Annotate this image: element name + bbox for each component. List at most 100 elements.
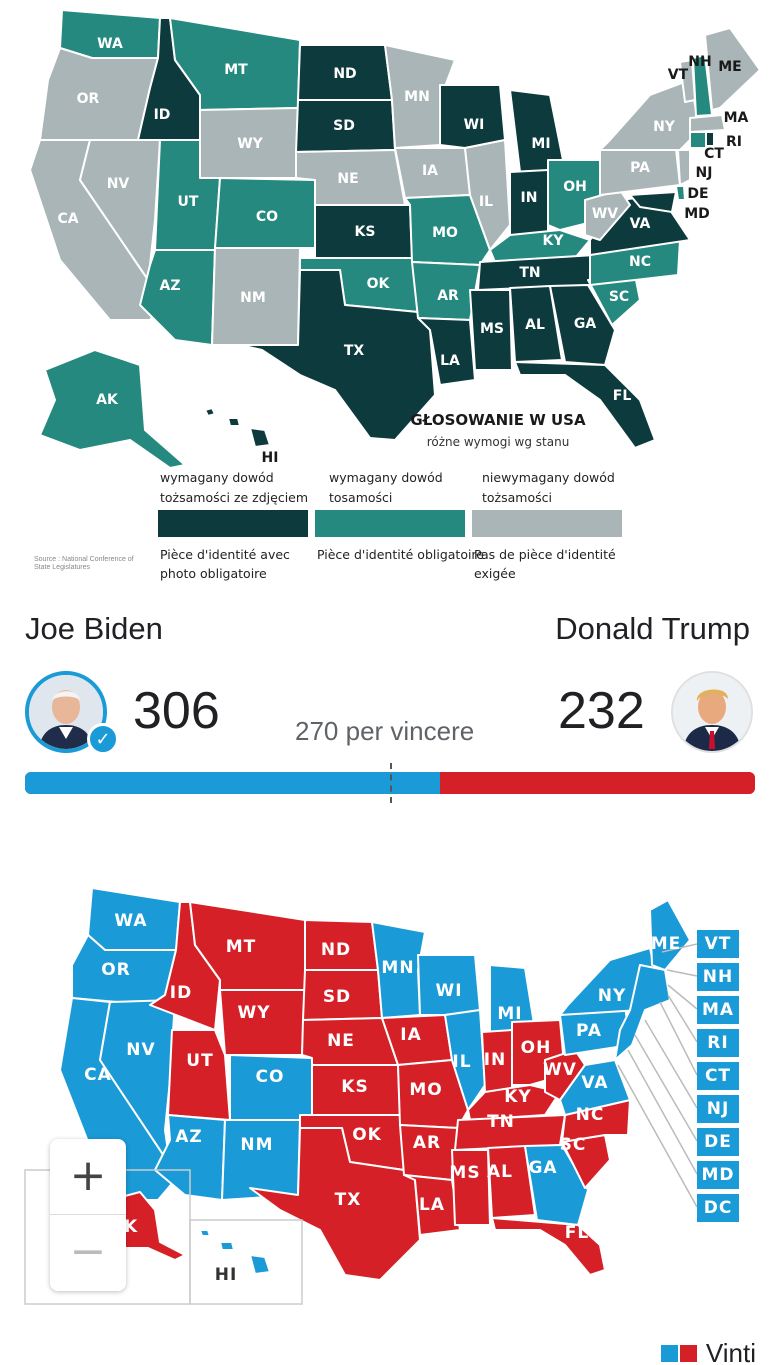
state-NM <box>221 1119 301 1201</box>
state-AK <box>39 349 186 469</box>
state-label-ak: AK <box>96 392 119 408</box>
result-label-in: IN <box>484 1050 507 1070</box>
state-label-me: ME <box>718 59 742 75</box>
map-title-main: GŁOSOWANIE W USA <box>410 411 586 429</box>
result-label-nd: ND <box>321 940 351 960</box>
legend-swatch-id <box>315 510 465 537</box>
result-label-ky: KY <box>504 1087 531 1107</box>
state-CO <box>229 1054 313 1121</box>
state-label-wy: WY <box>237 136 263 152</box>
state-LA <box>417 317 476 386</box>
state-label-mi: MI <box>531 136 550 152</box>
result-label-mn: MN <box>381 958 414 978</box>
legend-label-pl: wymagany dowód tosamości <box>329 470 443 505</box>
legend-item-no-id: niewymagany dowód tożsamości Pas de pièc… <box>472 468 642 583</box>
state-label-nj: NJ <box>696 165 713 181</box>
state-label-az: AZ <box>160 278 181 294</box>
state-box-ct[interactable]: CT <box>697 1062 739 1090</box>
result-label-al: AL <box>487 1162 513 1182</box>
legend-label-pl: niewymagany dowód tożsamości <box>482 470 615 505</box>
state-label-ga: GA <box>574 316 596 332</box>
state-CT <box>689 131 707 149</box>
state-IL <box>464 139 511 251</box>
state-label-ma: MA <box>724 110 749 126</box>
result-label-wi: WI <box>435 981 462 1001</box>
result-label-ut: UT <box>186 1051 213 1071</box>
result-label-mi: MI <box>497 1004 522 1024</box>
legend-swatch-no-id <box>472 510 622 537</box>
result-label-pa: PA <box>576 1021 602 1041</box>
state-GA <box>524 1144 589 1226</box>
result-label-nv: NV <box>126 1040 155 1060</box>
result-label-ia: IA <box>400 1025 421 1045</box>
result-label-mt: MT <box>226 937 257 957</box>
state-HI <box>199 1229 271 1275</box>
state-label-mo: MO <box>432 225 458 241</box>
state-label-ca: CA <box>57 211 78 227</box>
legend-item-photo-id: wymagany dowód tożsamości ze zdjęciem Pi… <box>158 468 328 583</box>
voter-id-map: WA OR CA ID NV MT WY UT AZ CO NM ND SD NE KS OK TX MN IA MO… <box>29 9 761 469</box>
rep-swatch <box>679 1345 697 1362</box>
state-box-ma[interactable]: MA <box>697 996 739 1024</box>
result-label-ca: CA <box>84 1065 112 1085</box>
state-label-il: IL <box>479 194 493 210</box>
legend-label-fr: Pas de pièce d'identité exigée <box>474 547 616 581</box>
state-label-ky: KY <box>543 233 565 249</box>
result-label-nm: NM <box>240 1135 273 1155</box>
state-RI <box>705 131 715 147</box>
state-label-nv: NV <box>107 176 130 192</box>
result-label-sc: SC <box>560 1135 587 1155</box>
state-VA <box>559 1059 631 1116</box>
result-label-mo: MO <box>409 1080 442 1100</box>
state-box-md[interactable]: MD <box>697 1161 739 1189</box>
result-label-ny: NY <box>598 986 627 1006</box>
zoom-control: + − <box>50 1139 126 1291</box>
result-label-sd: SD <box>323 987 351 1007</box>
results-map[interactable]: WA OR CA ID NV MT WY UT AZ CO NM ND SD NE KS OK TX MN IA MO… <box>0 870 780 1310</box>
state-label-pa: PA <box>630 160 650 176</box>
state-box-de[interactable]: DE <box>697 1128 739 1156</box>
legend-label-fr: Pièce d'identité obligatoire <box>317 547 484 562</box>
result-label-ks: KS <box>341 1077 368 1097</box>
winner-check-icon: ✓ <box>87 723 119 755</box>
voter-id-legend: wymagany dowód tożsamości ze zdjęciem Pi… <box>0 468 780 583</box>
state-box-nj[interactable]: NJ <box>697 1095 739 1123</box>
state-DE <box>675 185 686 201</box>
legend-item-id: wymagany dowód tosamości Pièce d'identit… <box>315 468 485 564</box>
zoom-in-button[interactable]: + <box>50 1139 126 1215</box>
ne-leader-lines <box>617 943 698 1208</box>
state-AL <box>509 285 563 363</box>
dem-swatch <box>660 1345 678 1362</box>
result-label-nc: NC <box>576 1105 605 1125</box>
state-ME <box>649 899 691 971</box>
state-label-nc: NC <box>629 254 651 270</box>
state-label-sc: SC <box>609 289 629 305</box>
candidate-avatar-right[interactable] <box>671 671 753 753</box>
state-label-nd: ND <box>333 66 356 82</box>
state-box-dc[interactable]: DC <box>697 1194 739 1222</box>
state-MA <box>689 114 726 133</box>
state-FL <box>514 361 656 449</box>
state-NE-small <box>614 964 671 1061</box>
zoom-out-button[interactable]: − <box>69 1226 107 1277</box>
state-AZ <box>139 249 216 346</box>
state-label-co: CO <box>256 209 278 225</box>
result-label-oh: OH <box>521 1038 552 1058</box>
state-label-wv: WV <box>592 206 618 222</box>
state-LA <box>403 1174 461 1236</box>
legend-swatch-photo-id <box>158 510 308 537</box>
state-box-nh[interactable]: NH <box>697 963 739 991</box>
results-state-labels: WA OR CA ID NV MT WY UT AZ CO NM ND SD NE KS OK TX MN IA MO… <box>84 911 680 1285</box>
result-label-il: IL <box>452 1052 471 1072</box>
state-IL <box>444 1009 486 1111</box>
result-label-ne: NE <box>327 1031 355 1051</box>
state-TX <box>239 269 436 441</box>
state-FL <box>491 1217 606 1276</box>
state-box-vt[interactable]: VT <box>697 930 739 958</box>
state-label-ks: KS <box>355 224 376 240</box>
state-box-ri[interactable]: RI <box>697 1029 739 1057</box>
state-MS <box>469 289 513 371</box>
results-map-panel: WA OR CA ID NV MT WY UT AZ CO NM ND SD NE KS OK TX MN IA MO… <box>0 870 780 1365</box>
result-label-az: AZ <box>175 1127 202 1147</box>
source-note: Source : National Conference of State Le… <box>34 556 134 571</box>
